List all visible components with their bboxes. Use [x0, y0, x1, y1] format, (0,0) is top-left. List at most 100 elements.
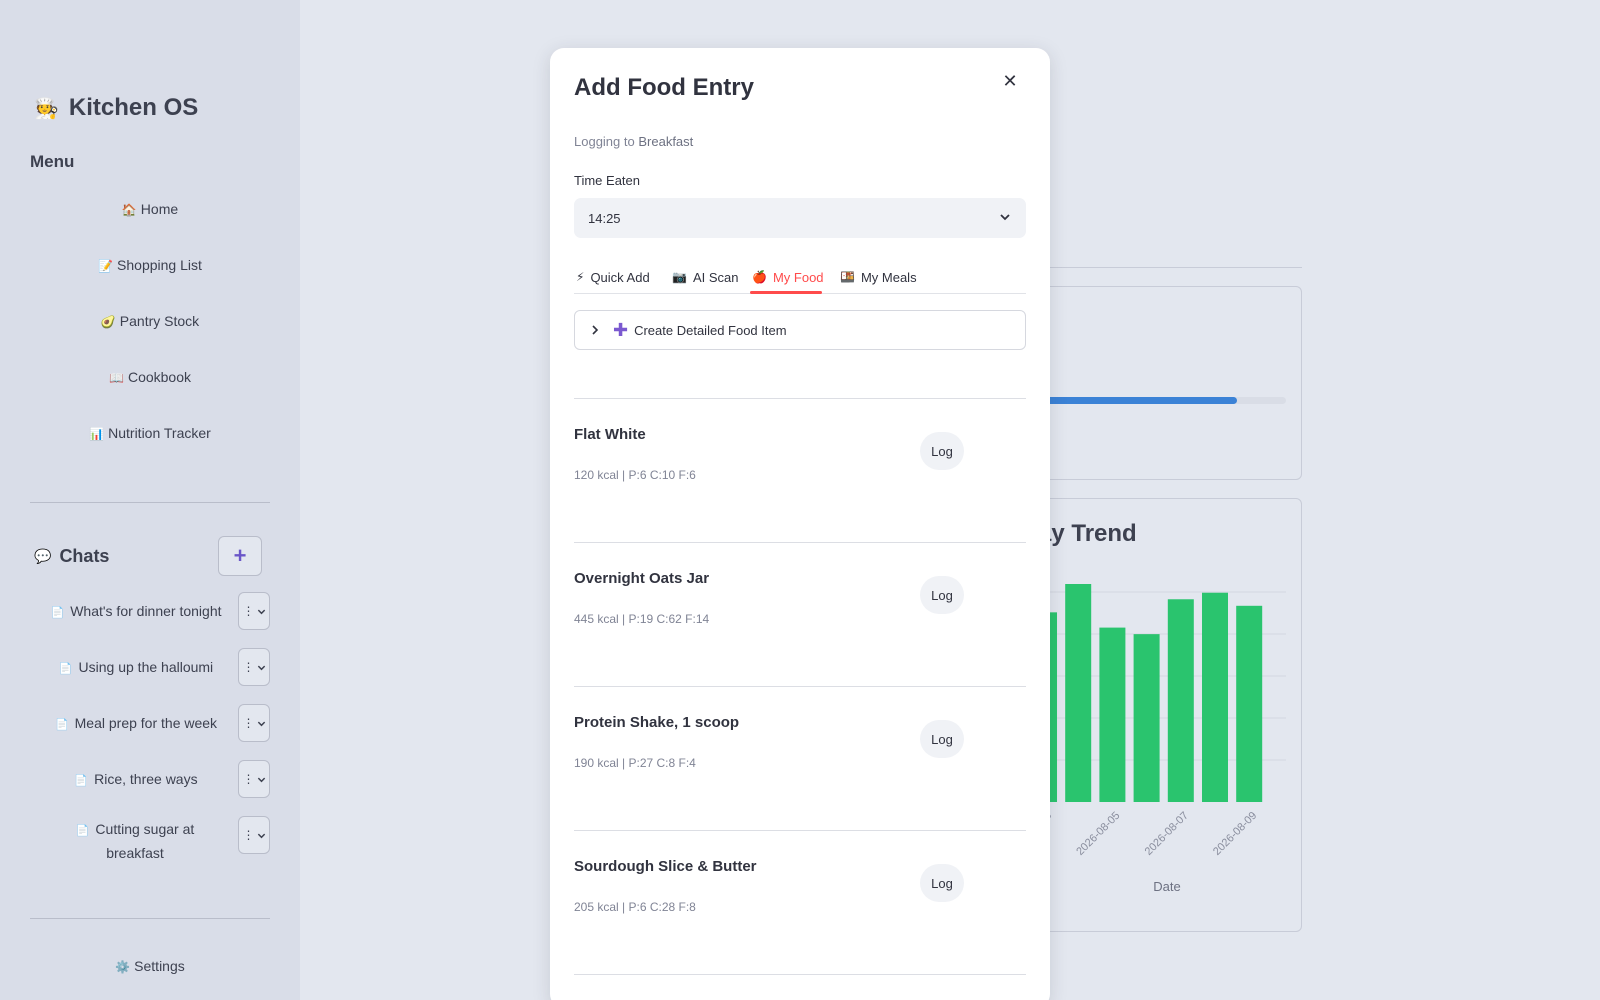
- chevron-right-icon: [592, 325, 599, 335]
- speech-bubble-icon: 💬: [34, 548, 52, 564]
- tab-my-meals[interactable]: 🍱 My Meals: [840, 260, 917, 294]
- chevron-down-icon: [257, 609, 265, 614]
- chats-heading-label: Chats: [59, 546, 110, 566]
- nav-item-cookbook[interactable]: 📖 Cookbook: [30, 369, 270, 385]
- tab-ai-scan[interactable]: 📷 AI Scan: [672, 260, 738, 294]
- log-button[interactable]: Log: [920, 432, 964, 470]
- tab-label: AI Scan: [692, 269, 739, 285]
- chat-options-button[interactable]: ⋮: [238, 760, 270, 798]
- progress-bar: [1040, 397, 1286, 404]
- gear-icon: ⚙️: [115, 960, 131, 974]
- chat-item-label: What's for dinner tonight: [70, 603, 222, 619]
- section-divider: [1040, 267, 1302, 268]
- tab-my-food[interactable]: 🍎 My Food: [752, 260, 824, 294]
- food-item-macros: 190 kcal | P:27 C:8 F:4: [574, 756, 696, 770]
- lightning-icon: ⚡: [576, 270, 585, 284]
- chat-item-label: Using up the halloumi: [78, 659, 214, 675]
- time-eaten-label: Time Eaten: [574, 173, 640, 188]
- chat-item-label: Rice, three ways: [94, 771, 198, 787]
- document-icon: 📄: [58, 663, 73, 675]
- nav-item-shopping-list[interactable]: 📝 Shopping List: [30, 257, 270, 273]
- kebab-icon: ⋮: [242, 660, 255, 674]
- add-food-modal: Add Food Entry ✕ Logging to Breakfast Ti…: [550, 48, 1050, 1000]
- chat-item[interactable]: 📄 Meal prep for the week: [36, 712, 236, 736]
- list-divider: [574, 686, 1026, 687]
- camera-icon: 📷: [672, 270, 687, 284]
- memo-icon: 📝: [98, 259, 114, 273]
- food-item-name: Sourdough Slice & Butter: [574, 858, 757, 875]
- progress-card: [1030, 286, 1302, 480]
- chart-bar: [1133, 634, 1160, 802]
- chat-item[interactable]: 📄 Using up the halloumi: [36, 656, 236, 680]
- chat-item[interactable]: 📄 What's for dinner tonight: [36, 600, 236, 624]
- nav-item-label: Shopping List: [117, 257, 202, 273]
- x-tick-label: 2026-08-05: [1074, 810, 1122, 858]
- logging-meal: Breakfast: [638, 134, 694, 149]
- list-divider: [574, 830, 1026, 831]
- bar-chart-icon: 📊: [89, 427, 105, 441]
- new-chat-button[interactable]: +: [218, 536, 262, 576]
- chat-options-button[interactable]: ⋮: [238, 592, 270, 630]
- chevron-down-icon: [257, 777, 265, 782]
- document-icon: 📄: [74, 775, 89, 787]
- create-food-expander[interactable]: ✚ Create Detailed Food Item: [574, 310, 1026, 350]
- list-divider: [574, 398, 1026, 399]
- chat-item-label: Cutting sugar at breakfast: [95, 821, 195, 861]
- tab-label: My Meals: [860, 269, 917, 285]
- time-eaten-select[interactable]: 14:25: [574, 198, 1026, 238]
- close-icon[interactable]: ✕: [1002, 70, 1018, 91]
- document-icon: 📄: [54, 719, 69, 731]
- chart-title: ay Trend: [1038, 520, 1137, 547]
- app-title: Kitchen OS: [68, 94, 199, 121]
- chat-item-label: Meal prep for the week: [74, 715, 218, 731]
- x-tick-label: 2026-08-07: [1143, 810, 1191, 858]
- chart-bar: [1167, 599, 1194, 802]
- bento-box-icon: 🍱: [840, 270, 855, 284]
- chevron-down-icon: [257, 721, 265, 726]
- kebab-icon: ⋮: [242, 716, 255, 730]
- nav-item-label: Home: [140, 201, 179, 217]
- chart-bar: [1065, 584, 1092, 802]
- chat-options-button[interactable]: ⋮: [238, 704, 270, 742]
- apple-icon: 🍎: [752, 270, 767, 284]
- tab-label: My Food: [772, 269, 824, 285]
- tab-label: Quick Add: [590, 269, 650, 285]
- document-icon: 📄: [75, 825, 90, 837]
- nav-item-nutrition-tracker[interactable]: 📊 Nutrition Tracker: [30, 425, 270, 441]
- nav-item-home[interactable]: 🏠 Home: [30, 201, 270, 217]
- logging-target: Logging to Breakfast: [574, 134, 693, 149]
- list-divider: [574, 542, 1026, 543]
- nav-item-pantry-stock[interactable]: 🥑 Pantry Stock: [30, 313, 270, 329]
- food-item-name: Flat White: [574, 426, 646, 443]
- kebab-icon: ⋮: [242, 604, 255, 618]
- logging-prefix: Logging to: [574, 134, 635, 149]
- chat-options-button[interactable]: ⋮: [238, 648, 270, 686]
- log-button[interactable]: Log: [920, 720, 964, 758]
- settings-label: Settings: [134, 958, 185, 974]
- list-divider: [574, 974, 1026, 975]
- chevron-down-icon: [257, 665, 265, 670]
- chef-icon: 🧑‍🍳: [34, 97, 59, 120]
- chat-item[interactable]: 📄 Rice, three ways: [36, 768, 236, 792]
- progress-bar-fill: [1040, 397, 1237, 404]
- sidebar-divider: [30, 502, 270, 503]
- x-tick-label: 2026-08-09: [1211, 810, 1259, 858]
- log-button[interactable]: Log: [920, 576, 964, 614]
- avocado-icon: 🥑: [100, 315, 116, 329]
- log-button[interactable]: Log: [920, 864, 964, 902]
- food-item-macros: 445 kcal | P:19 C:62 F:14: [574, 612, 710, 626]
- plus-icon: ✚: [613, 319, 629, 340]
- chats-heading: 💬 Chats: [34, 546, 109, 567]
- time-eaten-value: 14:25: [588, 210, 621, 226]
- chat-options-button[interactable]: ⋮: [238, 816, 270, 854]
- food-item-name: Overnight Oats Jar: [574, 570, 710, 587]
- food-item-name: Protein Shake, 1 scoop: [574, 714, 740, 731]
- chat-item[interactable]: 📄 Cutting sugar at breakfast: [60, 818, 210, 864]
- expander-label: Create Detailed Food Item: [634, 322, 787, 338]
- nav-item-label: Cookbook: [127, 369, 191, 385]
- settings-link[interactable]: ⚙️ Settings: [30, 958, 270, 974]
- food-item-macros: 205 kcal | P:6 C:28 F:8: [574, 900, 696, 914]
- menu-heading: Menu: [30, 152, 75, 171]
- tab-quick-add[interactable]: ⚡ Quick Add: [576, 260, 650, 294]
